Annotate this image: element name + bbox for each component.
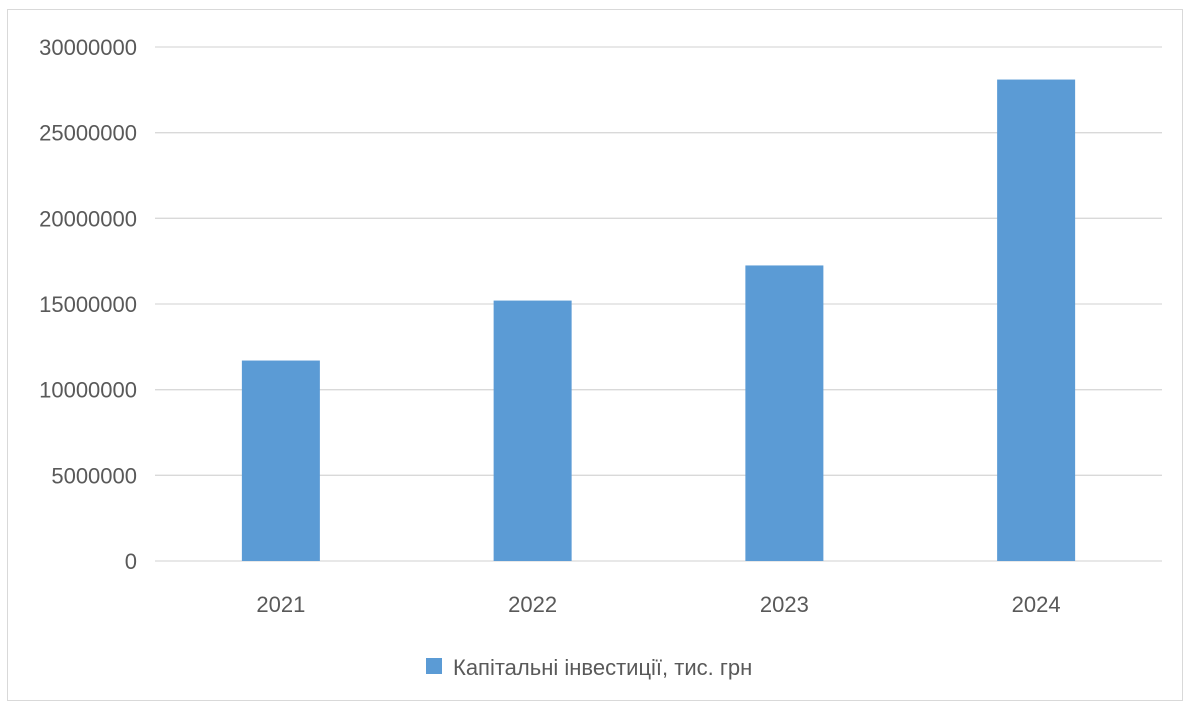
legend: Капітальні інвестиції, тис. грн: [426, 655, 752, 680]
bar-2023: [745, 265, 824, 561]
y-tick-label: 25000000: [39, 121, 137, 146]
y-tick-label: 10000000: [39, 378, 137, 403]
bars: [241, 79, 1076, 561]
y-tick-label: 15000000: [39, 292, 137, 317]
x-tick-label: 2022: [508, 592, 557, 617]
x-tick-label: 2024: [1012, 592, 1061, 617]
legend-label: Капітальні інвестиції, тис. грн: [453, 655, 752, 680]
y-tick-label: 30000000: [39, 35, 137, 60]
gridlines: [155, 46, 1162, 562]
bar-2021: [241, 360, 320, 561]
x-axis: 2021 2022 2023 2024: [256, 592, 1060, 617]
y-tick-label: 20000000: [39, 206, 137, 231]
y-tick-label: 5000000: [51, 463, 137, 488]
chart-frame: [7, 9, 1183, 701]
x-tick-label: 2021: [256, 592, 305, 617]
bar-2022: [493, 300, 572, 561]
legend-swatch: [426, 658, 442, 674]
bar-2024: [997, 79, 1076, 561]
x-tick-label: 2023: [760, 592, 809, 617]
y-axis: 0 5000000 10000000 15000000 20000000 25000000…: [39, 35, 137, 574]
y-tick-label: 0: [125, 549, 137, 574]
